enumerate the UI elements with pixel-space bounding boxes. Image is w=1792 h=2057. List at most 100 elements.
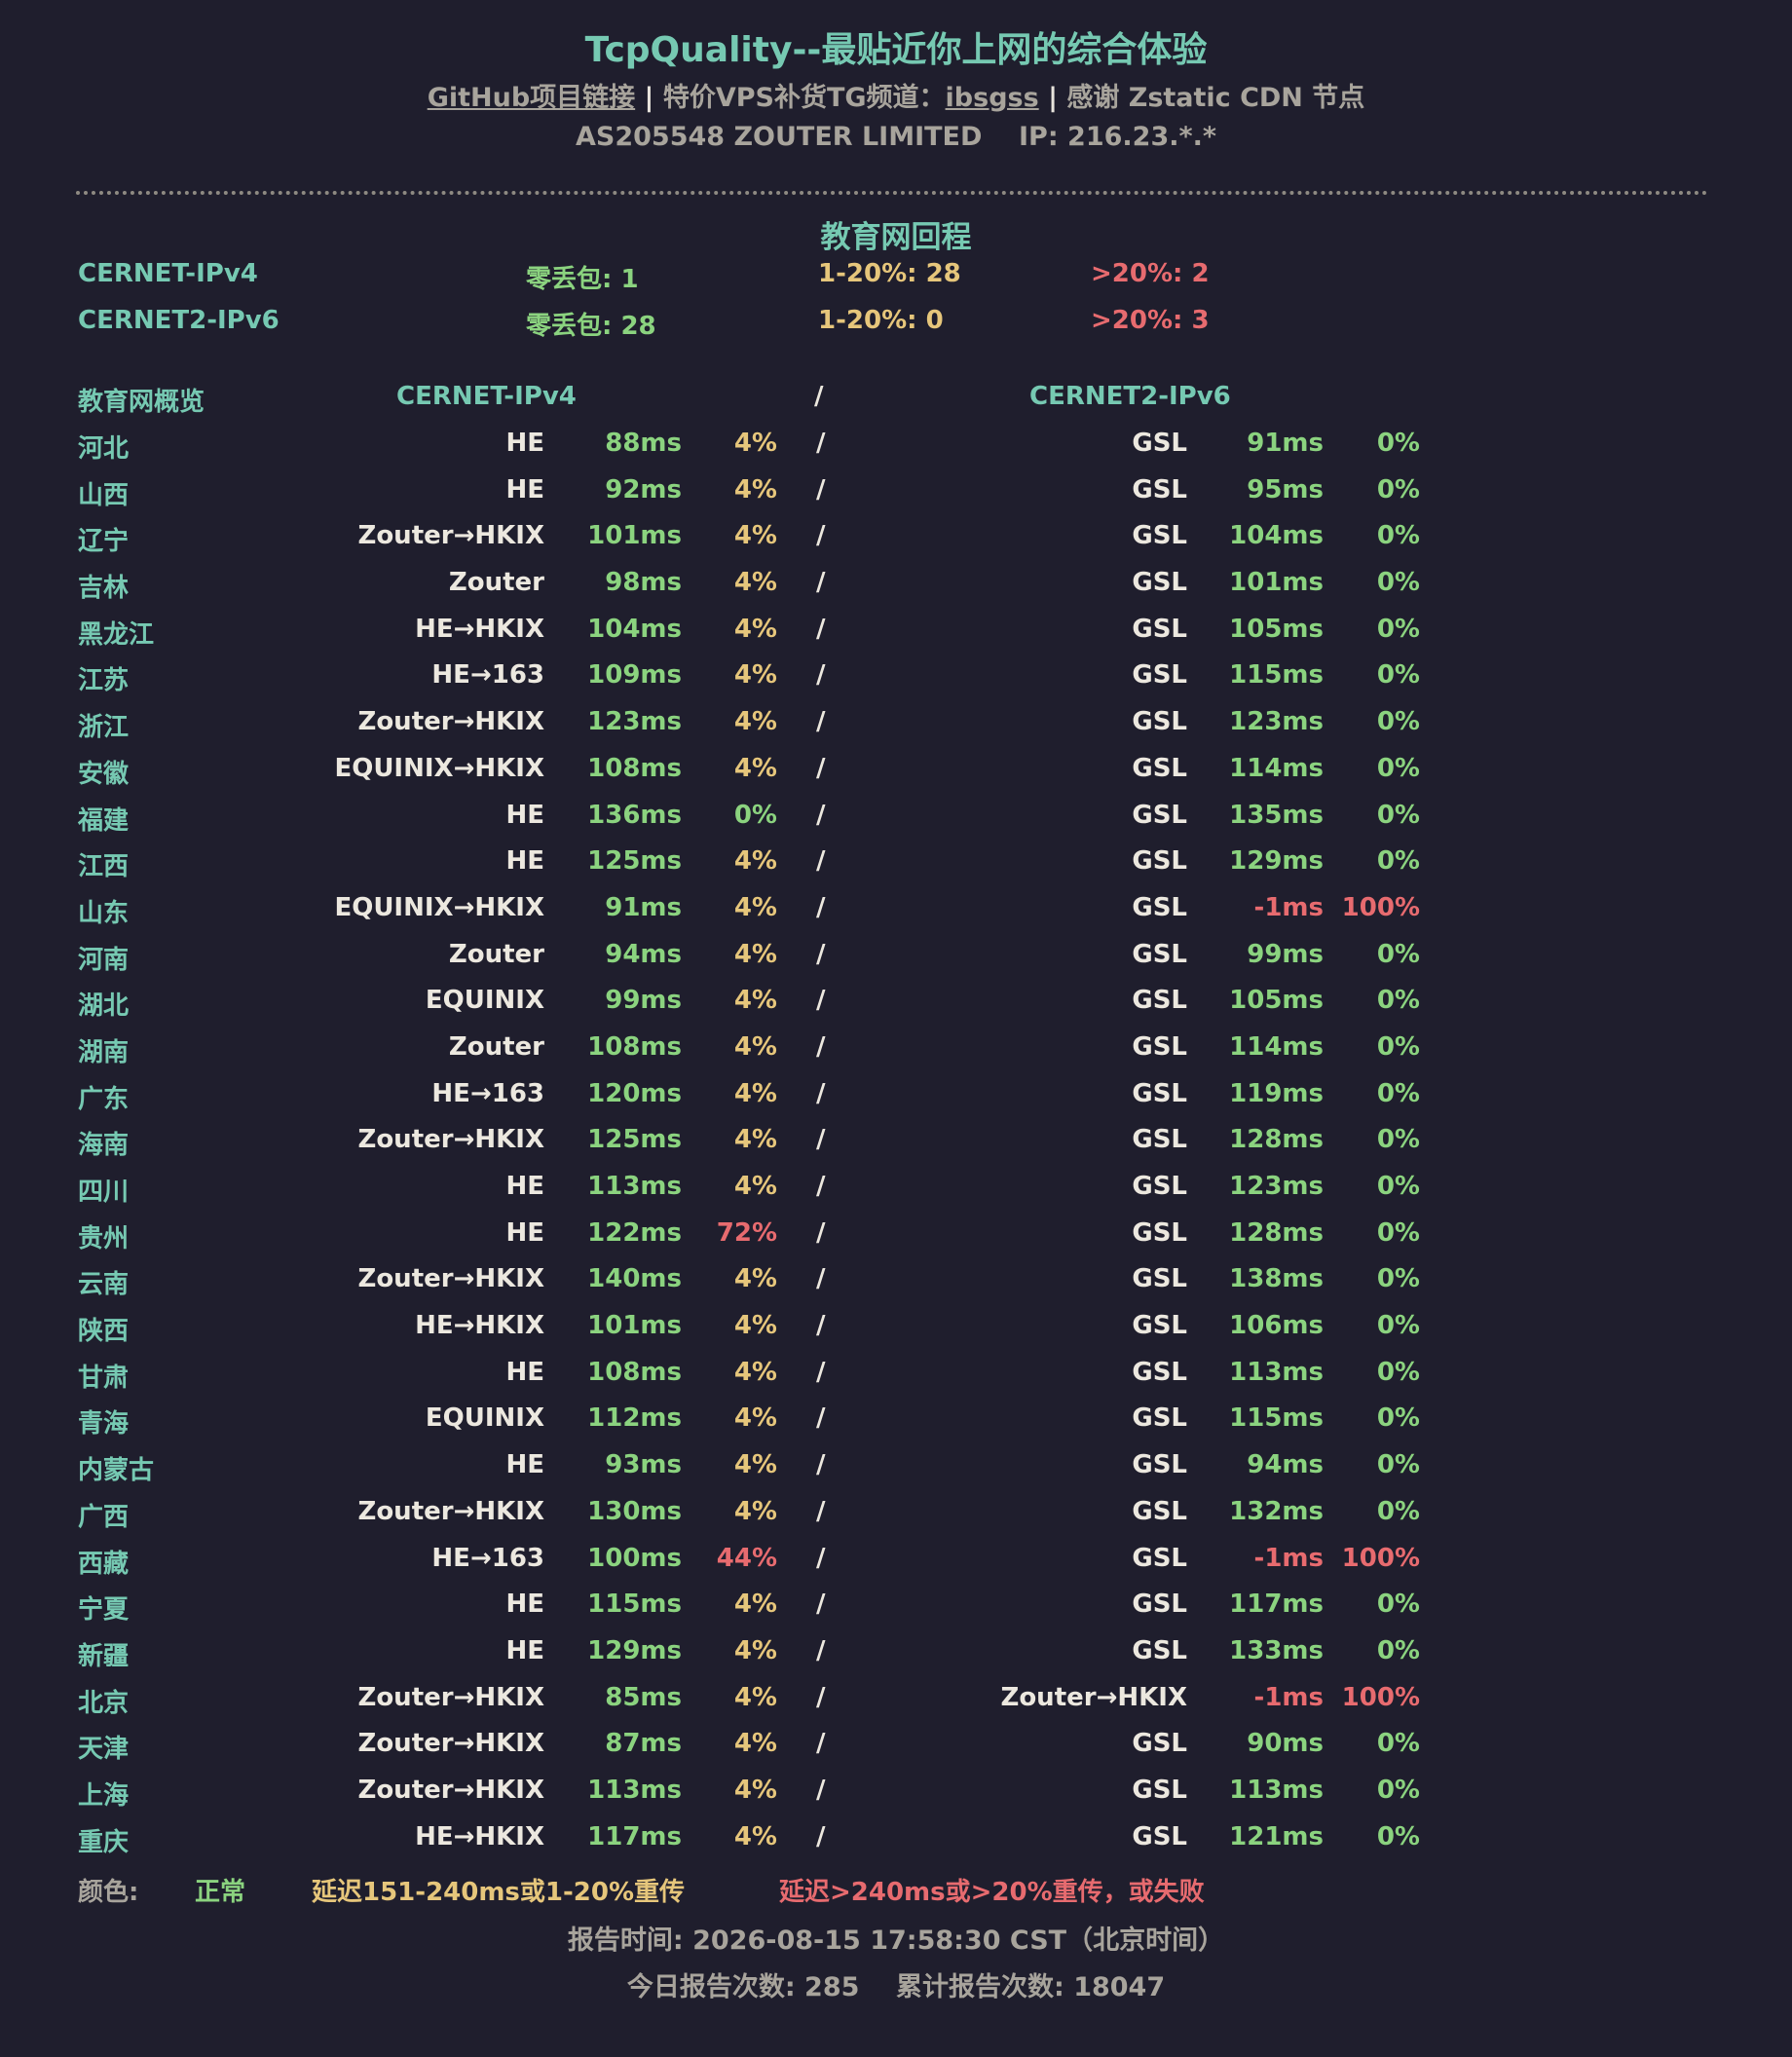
- province-name: 辽宁: [78, 527, 130, 557]
- tg-channel-link[interactable]: ibsgss: [945, 83, 1039, 113]
- ipv6-latency: 115ms: [1229, 660, 1324, 691]
- province-name: 湖南: [78, 1037, 130, 1067]
- legend-normal: 正常: [195, 1878, 246, 1907]
- ipv6-loss: 100%: [1341, 1682, 1420, 1712]
- table-row: 江西 HE 125ms 4% / GSL 129ms 0%: [0, 846, 1792, 893]
- column-separator: /: [816, 1775, 826, 1805]
- ipv6-latency: 115ms: [1229, 1403, 1324, 1434]
- table-row: 山东 EQUINIX→HKIX 91ms 4% / GSL -1ms 100%: [0, 893, 1792, 940]
- ipv6-latency: -1ms: [1253, 1543, 1324, 1573]
- ipv4-latency: 129ms: [587, 1635, 682, 1665]
- github-link[interactable]: GitHub项目链接: [427, 83, 636, 113]
- ipv4-route: Zouter→HKIX: [357, 521, 544, 551]
- ipv6-route: GSL: [1132, 1821, 1187, 1851]
- table-row: 贵州 HE 122ms 72% / GSL 128ms 0%: [0, 1218, 1792, 1265]
- table-row: 宁夏 HE 115ms 4% / GSL 117ms 0%: [0, 1590, 1792, 1636]
- ipv4-loss: 4%: [733, 1682, 777, 1712]
- column-separator: /: [816, 568, 826, 598]
- column-separator: /: [816, 1311, 826, 1341]
- ipv4-route: Zouter: [448, 939, 544, 969]
- header-ipv4: CERNET-IPv4: [396, 382, 577, 411]
- ipv6-route: GSL: [1132, 1264, 1187, 1294]
- ipv6-route: GSL: [1132, 1403, 1187, 1434]
- ipv6-latency: 104ms: [1229, 521, 1324, 551]
- ipv4-route: HE: [505, 474, 544, 505]
- ipv6-latency: 94ms: [1247, 1450, 1324, 1480]
- header-ipv6: CERNET2-IPv6: [1029, 382, 1231, 411]
- ipv4-loss: 4%: [733, 1450, 777, 1480]
- overview-table: 河北 HE 88ms 4% / GSL 91ms 0% 山西 HE 92ms 4% / GSL 95ms 0%…: [0, 429, 1792, 1868]
- report-time: 报告时间: 2026-08-15 17:58:30 CST（北京时间）: [567, 1926, 1225, 1956]
- ipv6-loss: 0%: [1376, 1125, 1420, 1155]
- table-header: 教育网概览 CERNET-IPv4 / CERNET2-IPv6: [0, 382, 1792, 421]
- ipv6-route: GSL: [1132, 846, 1187, 877]
- ipv4-route: Zouter→HKIX: [357, 1496, 544, 1526]
- ipv6-route: GSL: [1132, 660, 1187, 691]
- ipv6-latency: 123ms: [1229, 1172, 1324, 1201]
- summary-mid-loss: 1-20%: 0: [818, 306, 944, 335]
- ipv6-route: GSL: [1132, 1125, 1187, 1155]
- ipv4-route: Zouter: [448, 568, 544, 598]
- ipv4-route: Zouter→HKIX: [357, 1264, 544, 1294]
- ipv6-route: GSL: [1132, 1078, 1187, 1108]
- section-title: 教育网回程: [820, 220, 972, 255]
- ipv4-loss: 4%: [733, 1635, 777, 1665]
- column-separator: /: [816, 892, 826, 922]
- column-separator: /: [816, 939, 826, 969]
- ipv6-route: GSL: [1132, 614, 1187, 644]
- province-name: 山东: [78, 898, 130, 928]
- column-separator: /: [816, 753, 826, 783]
- legend-warn: 延迟151-240ms或1-20%重传: [312, 1878, 686, 1907]
- ipv6-latency: 113ms: [1229, 1775, 1324, 1805]
- ipv4-latency: 101ms: [587, 521, 682, 551]
- ipv4-route: HE: [505, 429, 544, 458]
- ipv6-route: GSL: [1132, 429, 1187, 458]
- column-separator: /: [816, 1450, 826, 1480]
- column-separator: /: [816, 1635, 826, 1665]
- ipv6-latency: 135ms: [1229, 800, 1324, 830]
- summary-mid-loss: 1-20%: 28: [818, 259, 961, 288]
- province-name: 天津: [78, 1735, 130, 1765]
- ipv4-latency: 92ms: [605, 474, 682, 505]
- table-row: 陕西 HE→HKIX 101ms 4% / GSL 106ms 0%: [0, 1311, 1792, 1358]
- ipv6-route: GSL: [1132, 474, 1187, 505]
- ipv6-route: GSL: [1132, 1635, 1187, 1665]
- column-separator: /: [816, 1357, 826, 1387]
- summary-zero-loss: 零丢包: 28: [526, 312, 656, 341]
- ipv4-latency: 108ms: [587, 753, 682, 783]
- province-name: 西藏: [78, 1549, 130, 1579]
- summary-row-ipv4: CERNET-IPv4 零丢包: 1 1-20%: 28 >20%: 2: [0, 259, 1792, 298]
- province-name: 吉林: [78, 574, 130, 604]
- ipv4-loss: 4%: [733, 707, 777, 737]
- ipv4-latency: 104ms: [587, 614, 682, 644]
- table-row: 北京 Zouter→HKIX 85ms 4% / Zouter→HKIX -1ms 100%: [0, 1683, 1792, 1730]
- ipv4-latency: 108ms: [587, 1031, 682, 1062]
- table-row: 上海 Zouter→HKIX 113ms 4% / GSL 113ms 0%: [0, 1776, 1792, 1822]
- ipv6-loss: 0%: [1376, 1031, 1420, 1062]
- ipv4-route: HE: [505, 1357, 544, 1387]
- table-row: 广东 HE→163 120ms 4% / GSL 119ms 0%: [0, 1079, 1792, 1126]
- column-separator: /: [816, 800, 826, 830]
- ipv4-latency: 122ms: [587, 1217, 682, 1248]
- table-row: 湖南 Zouter 108ms 4% / GSL 114ms 0%: [0, 1032, 1792, 1079]
- ipv6-route: GSL: [1132, 1729, 1187, 1759]
- table-row: 海南 Zouter→HKIX 125ms 4% / GSL 128ms 0%: [0, 1125, 1792, 1172]
- ipv6-loss: 0%: [1376, 1729, 1420, 1759]
- column-separator: /: [816, 521, 826, 551]
- ipv4-route: EQUINIX: [425, 1403, 544, 1434]
- ipv4-loss: 4%: [733, 1357, 777, 1387]
- ipv4-latency: 125ms: [587, 846, 682, 877]
- column-separator: /: [816, 1543, 826, 1573]
- table-row: 云南 Zouter→HKIX 140ms 4% / GSL 138ms 0%: [0, 1264, 1792, 1311]
- province-name: 江西: [78, 852, 130, 882]
- ipv4-latency: 113ms: [587, 1172, 682, 1201]
- ipv6-route: GSL: [1132, 521, 1187, 551]
- ipv6-latency: 123ms: [1229, 707, 1324, 737]
- ipv4-route: HE: [505, 1172, 544, 1201]
- ipv6-latency: 99ms: [1247, 939, 1324, 969]
- table-row: 甘肃 HE 108ms 4% / GSL 113ms 0%: [0, 1358, 1792, 1404]
- ipv6-latency: 95ms: [1247, 474, 1324, 505]
- summary-high-loss: >20%: 3: [1091, 306, 1210, 335]
- ipv6-loss: 0%: [1376, 1450, 1420, 1480]
- ipv6-loss: 0%: [1376, 1590, 1420, 1620]
